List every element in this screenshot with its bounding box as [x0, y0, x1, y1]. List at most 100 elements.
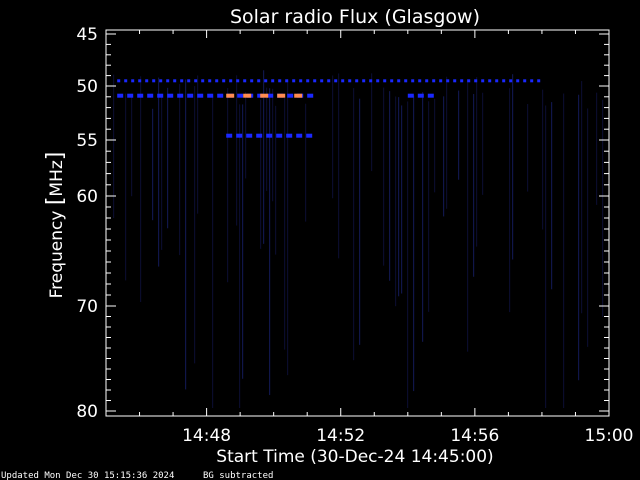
noise-column	[185, 79, 187, 390]
emission-mark	[287, 93, 294, 98]
noise-column	[236, 75, 238, 226]
emission-mark	[127, 93, 134, 98]
emission-mark	[226, 93, 235, 98]
emission-mark	[481, 79, 485, 83]
y-axis-label-unit: MHz	[47, 160, 67, 196]
emission-mark	[299, 79, 303, 83]
emission-mark	[167, 93, 174, 98]
noise-column	[578, 94, 580, 381]
noise-column	[395, 96, 397, 307]
noise-column	[131, 96, 133, 197]
emission-mark	[294, 93, 303, 98]
emission-mark	[516, 79, 520, 83]
emission-mark	[460, 79, 464, 83]
noise-column	[587, 108, 589, 347]
y-axis-label-bracket-open: [	[43, 197, 68, 206]
emission-mark	[166, 79, 170, 83]
noise-column	[596, 92, 598, 205]
noise-column	[245, 92, 247, 179]
emission-mark	[474, 79, 478, 83]
noise-column	[167, 87, 169, 229]
noise-column	[338, 73, 340, 259]
emission-mark	[201, 79, 205, 83]
emission-mark	[152, 79, 156, 83]
emission-mark	[159, 79, 163, 83]
emission-mark	[187, 79, 191, 83]
emission-mark	[260, 93, 269, 98]
noise-column	[227, 88, 229, 283]
noise-column	[545, 105, 547, 409]
emission-mark	[243, 93, 252, 98]
emission-mark	[446, 79, 450, 83]
emission-mark	[145, 79, 149, 83]
emission-mark	[427, 93, 434, 98]
noise-column	[263, 70, 265, 244]
x-tick-label: 14:48	[182, 426, 231, 446]
emission-mark	[404, 79, 408, 83]
noise-column	[359, 98, 361, 345]
emission-mark	[222, 79, 226, 83]
emission-mark	[306, 133, 313, 138]
emission-mark	[229, 79, 233, 83]
emission-mark	[276, 133, 283, 138]
emission-mark	[257, 79, 261, 83]
emission-mark	[467, 79, 471, 83]
noise-column	[179, 84, 181, 256]
emission-mark	[226, 133, 233, 138]
noise-column	[194, 86, 196, 364]
noise-column	[476, 77, 478, 247]
emission-mark	[348, 79, 352, 83]
noise-column	[467, 79, 469, 352]
emission-mark	[341, 79, 345, 83]
emission-mark	[495, 79, 499, 83]
emission-mark	[124, 79, 128, 83]
noise-column	[212, 95, 214, 409]
emission-mark	[277, 93, 286, 98]
y-axis: 45 50 55 60 70 80	[76, 25, 609, 422]
heatmap-layer	[113, 70, 604, 409]
emission-mark	[197, 93, 204, 98]
emission-mark	[147, 93, 154, 98]
emission-mark	[237, 93, 244, 98]
noise-column	[272, 88, 274, 202]
noise-column	[563, 93, 565, 408]
noise-column	[383, 87, 385, 266]
noise-column	[509, 88, 511, 313]
emission-mark	[327, 79, 331, 83]
x-tick-label: 14:52	[316, 426, 365, 446]
emission-mark	[320, 79, 324, 83]
noise-column	[443, 96, 445, 217]
noise-column	[305, 103, 307, 222]
noise-column	[446, 76, 448, 209]
noise-column	[260, 99, 262, 249]
emission-mark	[453, 79, 457, 83]
emission-mark	[390, 79, 394, 83]
emission-mark	[411, 79, 415, 83]
emission-mark	[131, 79, 135, 83]
noise-column	[287, 79, 289, 376]
footer-note: BG subtracted	[203, 471, 273, 480]
emission-mark	[157, 93, 164, 98]
noise-column	[398, 97, 400, 297]
noise-column	[428, 101, 430, 312]
emission-mark	[355, 79, 359, 83]
noise-column	[407, 101, 409, 408]
emission-mark	[271, 79, 275, 83]
emission-mark	[523, 79, 527, 83]
plot-background	[106, 30, 609, 416]
emission-mark	[187, 93, 194, 98]
x-axis-label: Start Time (30-Dec-24 14:45:00)	[216, 447, 493, 467]
noise-column	[239, 104, 241, 408]
emission-features	[117, 79, 541, 138]
noise-column	[434, 98, 436, 193]
noise-column	[197, 75, 199, 214]
emission-mark	[292, 79, 296, 83]
noise-column	[275, 105, 277, 255]
y-axis-label: Frequency [MHz]	[43, 152, 68, 299]
noise-column	[371, 73, 373, 172]
noise-column	[389, 91, 391, 281]
emission-mark	[243, 79, 247, 83]
emission-mark	[117, 79, 121, 83]
emission-mark	[215, 79, 219, 83]
emission-mark	[256, 133, 263, 138]
